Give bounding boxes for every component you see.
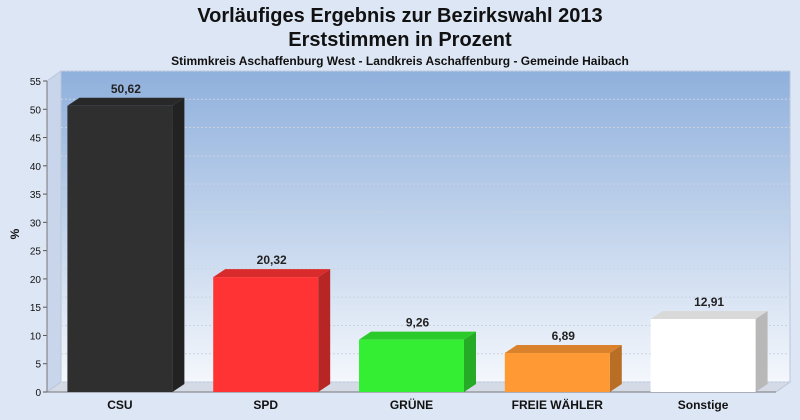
data-label: 6,89: [552, 329, 576, 343]
bar-side: [318, 269, 331, 392]
bar: [359, 339, 464, 392]
y-tick-label: 50: [30, 105, 42, 116]
bar-top: [504, 345, 622, 354]
bar-top: [359, 331, 476, 340]
bar-top: [213, 269, 331, 278]
data-label: 20,32: [257, 253, 287, 267]
y-tick-label: 10: [30, 331, 42, 342]
y-tick-label: 55: [30, 77, 42, 88]
x-tick-label: FREIE WÄHLER: [512, 397, 604, 412]
x-tick-label: CSU: [107, 398, 132, 412]
y-tick-label: 0: [35, 388, 41, 399]
chart-subtitle: Erststimmen in Prozent: [288, 29, 512, 51]
x-tick-label: GRÜNE: [390, 397, 433, 412]
y-tick-label: 5: [35, 360, 41, 371]
x-tick-label: Sonstige: [678, 398, 729, 412]
y-tick-label: 25: [30, 247, 42, 258]
chart-title: Vorläufiges Ergebnis zur Bezirkswahl 201…: [197, 5, 603, 27]
bar: [213, 277, 319, 392]
bar: [67, 105, 173, 392]
y-tick-label: 45: [30, 134, 42, 145]
y-tick-label: 40: [30, 162, 42, 173]
y-tick-label: 15: [30, 303, 42, 314]
data-label: 12,91: [694, 295, 724, 309]
data-label: 50,62: [111, 82, 141, 96]
y-tick-label: 30: [30, 218, 42, 229]
plot-side-wall: [46, 70, 62, 393]
data-label: 9,26: [406, 316, 430, 330]
bar-side: [172, 97, 185, 392]
bar-top: [67, 97, 185, 106]
y-tick-label: 35: [30, 190, 42, 201]
bar: [650, 318, 756, 392]
y-tick-label: 20: [30, 275, 42, 286]
bar-top: [650, 310, 768, 319]
bar: [504, 353, 610, 392]
x-tick-label: SPD: [253, 398, 278, 412]
bar-side: [755, 310, 768, 392]
bar-side: [463, 331, 476, 392]
chart-caption: Stimmkreis Aschaffenburg West - Landkrei…: [171, 54, 629, 68]
bar-side: [609, 345, 622, 392]
